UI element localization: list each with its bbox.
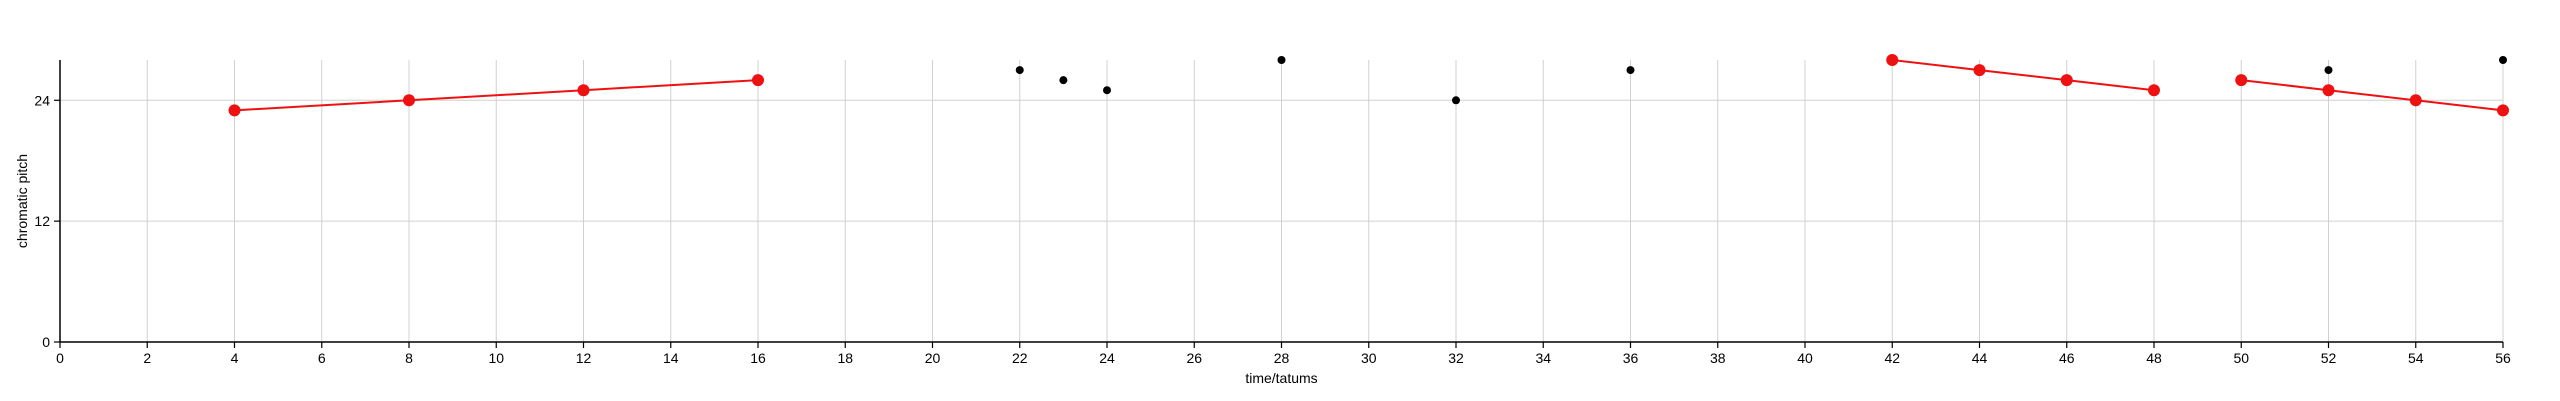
- x-tick-label: 12: [576, 350, 592, 366]
- x-tick-label: 38: [1710, 350, 1726, 366]
- x-axis-label: time/tatums: [1245, 370, 1317, 386]
- x-tick-label: 46: [2059, 350, 2075, 366]
- melody-point: [2322, 84, 2335, 97]
- x-tick-label: 42: [1884, 350, 1900, 366]
- y-axis-label: chromatic pitch: [14, 154, 30, 248]
- x-tick-label: 48: [2146, 350, 2162, 366]
- melody-point: [577, 84, 590, 97]
- note-point: [2324, 66, 2333, 75]
- ticks: 0 2 4 6 8 10 12 14 16 18 20 22 24 26 28 30 32 34 36 38 40 42 4…: [34, 92, 2511, 366]
- x-tick-label: 52: [2321, 350, 2337, 366]
- x-tick-label: 18: [837, 350, 853, 366]
- x-tick-label: 50: [2233, 350, 2249, 366]
- x-tick-label: 28: [1274, 350, 1290, 366]
- x-tick-label: 34: [1535, 350, 1551, 366]
- grid-layer: [59, 60, 2504, 342]
- x-tick-label: 10: [488, 350, 504, 366]
- melody-point: [2060, 74, 2073, 87]
- melody-line: [234, 79, 759, 112]
- y-tick-label: 0: [42, 334, 50, 350]
- x-tick-label: 56: [2495, 350, 2511, 366]
- note-point: [1452, 96, 1460, 105]
- x-tick-label: 54: [2408, 350, 2424, 366]
- x-tick-label: 26: [1186, 350, 1202, 366]
- x-tick-label: 16: [750, 350, 766, 366]
- x-tick-label: 40: [1797, 350, 1813, 366]
- melody-point: [228, 104, 241, 117]
- melody-point: [1886, 54, 1899, 66]
- x-tick-label: 2: [143, 350, 151, 366]
- y-tick-label: 24: [34, 92, 50, 108]
- melody-point: [752, 74, 764, 87]
- x-tick-label: 0: [56, 350, 64, 366]
- series: [228, 54, 2509, 117]
- note-point: [1277, 56, 1286, 64]
- x-tick-label: 24: [1099, 350, 1115, 366]
- melody-point: [403, 94, 415, 107]
- note-point: [1626, 66, 1635, 75]
- x-tick-label: 30: [1361, 350, 1377, 366]
- x-tick-label: 6: [318, 350, 326, 366]
- note-point: [1015, 66, 1024, 75]
- y-tick-label: 12: [34, 213, 50, 229]
- melody-point: [2235, 74, 2248, 87]
- melody-point: [2409, 94, 2422, 107]
- melody-line: [2241, 79, 2504, 112]
- melody-line: [1892, 59, 2155, 92]
- x-tick-label: 14: [663, 350, 679, 366]
- melody-point: [2148, 84, 2160, 97]
- x-tick-label: 20: [925, 350, 941, 366]
- note-point: [1103, 86, 1111, 95]
- x-tick-label: 22: [1012, 350, 1028, 366]
- x-tick-label: 36: [1623, 350, 1639, 366]
- x-tick-label: 8: [405, 350, 413, 366]
- melody-point: [2497, 104, 2509, 117]
- melody-point: [1973, 64, 1986, 77]
- note-point: [2499, 56, 2507, 64]
- x-tick-label: 44: [1972, 350, 1988, 366]
- x-tick-label: 4: [231, 350, 239, 366]
- x-tick-label: 32: [1448, 350, 1464, 366]
- note-point: [1059, 76, 1068, 85]
